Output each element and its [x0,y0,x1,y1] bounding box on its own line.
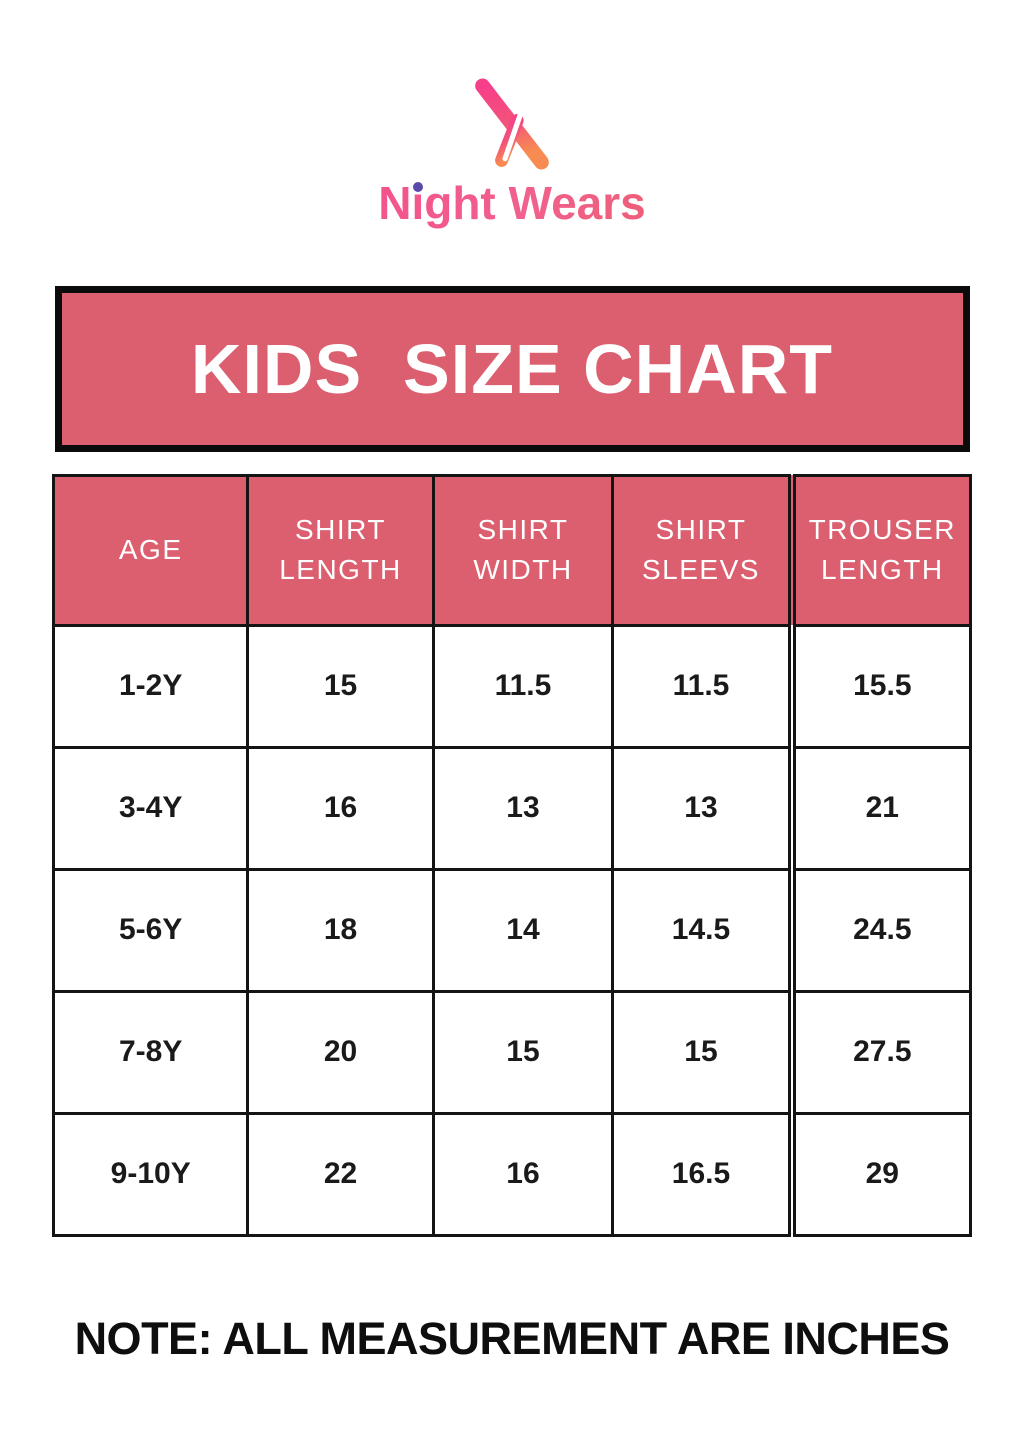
brand-logo: Night Wears [0,0,1024,229]
column-header-age: AGE [51,473,250,627]
value-cell: 11.5 [611,623,794,749]
value-cell: 16 [431,1111,615,1237]
value-cell: 11.5 [431,623,615,749]
value-cell: 27.5 [787,989,972,1115]
value-cell: 20 [246,989,435,1115]
value-cell: 14.5 [611,867,794,993]
size-chart-table: AGE SHIRT LENGTH SHIRT WIDTH SHIRT SLEEV… [51,473,972,1237]
table-row: 1-2Y 15 11.5 11.5 15.5 [51,623,972,749]
column-header-trouser-length: TROUSER LENGTH [787,473,972,627]
table-row: 7-8Y 20 15 15 27.5 [51,989,972,1115]
age-cell: 1-2Y [51,623,250,749]
value-cell: 15.5 [787,623,972,749]
measurement-note: NOTE: ALL MEASUREMENT ARE INCHES [74,1312,950,1364]
value-cell: 22 [246,1111,435,1237]
brand-i-dot-icon [413,182,424,192]
table-row: 3-4Y 16 13 13 21 [51,745,972,871]
brand-nw-monogram-icon [475,78,549,170]
value-cell: 16.5 [611,1111,794,1237]
table-row: 5-6Y 18 14 14.5 24.5 [51,867,972,993]
value-cell: 29 [787,1111,972,1237]
age-cell: 7-8Y [51,989,250,1115]
age-cell: 5-6Y [51,867,250,993]
column-header-shirt-length: SHIRT LENGTH [246,473,435,627]
value-cell: 24.5 [787,867,972,993]
title-banner: KIDS SIZE CHART [54,285,970,452]
age-cell: 9-10Y [51,1111,250,1237]
column-header-shirt-width: SHIRT WIDTH [431,473,615,627]
value-cell: 15 [431,989,615,1115]
page-title: KIDS SIZE CHART [190,329,834,408]
value-cell: 14 [431,867,615,993]
value-cell: 13 [431,745,615,871]
value-cell: 15 [246,623,435,749]
table-row: 9-10Y 22 16 16.5 29 [51,1111,972,1237]
age-cell: 3-4Y [51,745,250,871]
brand-name: Night Wears [378,178,646,229]
value-cell: 13 [611,745,794,871]
value-cell: 15 [611,989,794,1115]
value-cell: 18 [246,867,435,993]
column-header-shirt-sleeves: SHIRT SLEEVS [611,473,794,627]
value-cell: 16 [246,745,435,871]
table-header-row: AGE SHIRT LENGTH SHIRT WIDTH SHIRT SLEEV… [51,473,972,627]
value-cell: 21 [787,745,972,871]
